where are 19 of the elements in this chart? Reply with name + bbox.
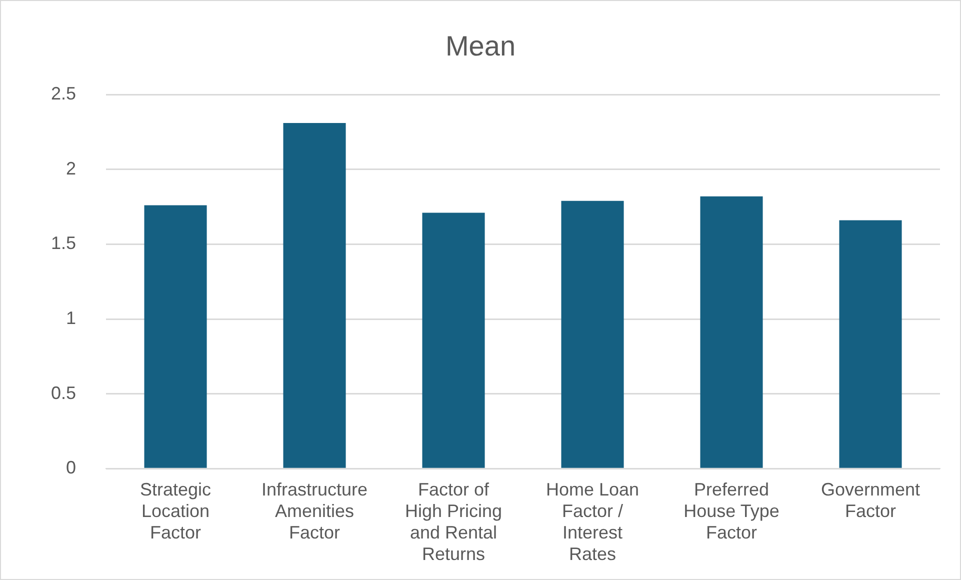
x-tick-label: Factor of High Pricing and Rental Returns bbox=[404, 479, 502, 564]
bar bbox=[283, 123, 346, 468]
chart-title: Mean bbox=[445, 30, 516, 62]
bar bbox=[144, 205, 207, 468]
y-tick-label: 2.5 bbox=[50, 84, 76, 104]
x-tick-label: Government Factor bbox=[820, 479, 920, 521]
y-tick-label: 1.5 bbox=[50, 233, 76, 254]
y-tick-label: 0 bbox=[66, 458, 76, 478]
x-tick-label: Infrastructure Amenities Factor bbox=[261, 479, 368, 543]
y-tick-label: 0.5 bbox=[50, 382, 76, 403]
y-tick-label: 2 bbox=[66, 158, 76, 178]
bar bbox=[422, 212, 485, 468]
bar bbox=[561, 200, 624, 468]
x-tick-label: Strategic Location Factor bbox=[140, 479, 212, 543]
bar bbox=[700, 196, 763, 468]
x-tick-label: Preferred House Type Factor bbox=[684, 479, 780, 543]
y-tick-label: 1 bbox=[66, 308, 76, 328]
x-tick-label: Home Loan Factor / Interest Rates bbox=[546, 479, 640, 564]
bar bbox=[839, 220, 902, 468]
